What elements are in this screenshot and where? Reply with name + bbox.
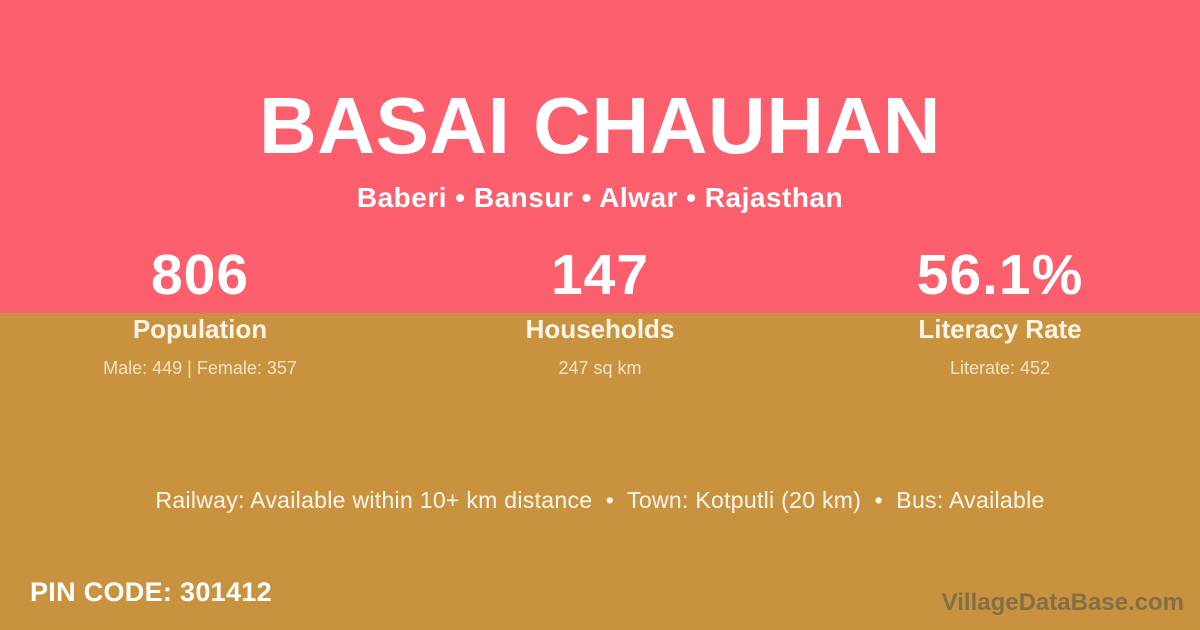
watermark-brand: VillageDataBase.com (941, 589, 1184, 616)
households-label: Households (525, 314, 675, 344)
population-value: 806 (150, 243, 250, 307)
population-label: Population (132, 314, 268, 344)
pin-code-label: PIN CODE: 301412 (30, 577, 272, 607)
households-value: 147 (550, 243, 650, 307)
transport-availability-line: Railway: Available within 10+ km distanc… (155, 487, 1045, 513)
area-detail: 247 sq km (558, 358, 642, 378)
stat-literacy: 56.1% Literacy Rate Literate: 452 (800, 243, 1200, 378)
village-name-title: BASAI CHAUHAN (258, 81, 942, 170)
stat-households: 147 Households 247 sq km (400, 243, 800, 378)
stats-row: 806 Population Male: 449 | Female: 357 1… (0, 243, 1200, 378)
population-gender-detail: Male: 449 | Female: 357 (103, 358, 297, 378)
literate-count-detail: Literate: 452 (949, 358, 1051, 378)
location-breadcrumb: Baberi • Bansur • Alwar • Rajasthan (356, 182, 844, 213)
literacy-rate-value: 56.1% (916, 243, 1084, 307)
literacy-rate-label: Literacy Rate (918, 314, 1082, 344)
header-background-band (0, 0, 1200, 313)
stat-population: 806 Population Male: 449 | Female: 357 (0, 243, 400, 378)
